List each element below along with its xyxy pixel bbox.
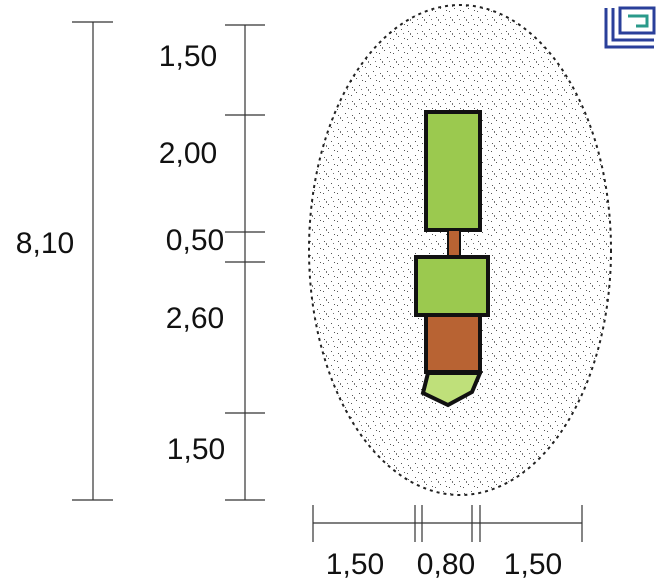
- plant: [414, 110, 490, 408]
- dim-label: 1,50: [504, 548, 562, 581]
- dim-label: 0,50: [166, 224, 224, 257]
- horizontal-dimensions: 1,50 0,80 1,50: [312, 505, 583, 581]
- dim-label: 2,60: [166, 302, 224, 335]
- dim-label: 1,50: [167, 433, 225, 466]
- overall-dimension: 8,10: [16, 21, 113, 501]
- dim-label: 1,50: [159, 40, 217, 73]
- dim-label: 2,00: [159, 137, 217, 170]
- total-label: 8,10: [16, 227, 74, 260]
- dim-label: 1,50: [326, 548, 384, 581]
- dim-label: 0,80: [417, 548, 475, 581]
- logo: [604, 6, 656, 49]
- vertical-dimensions: 1,50 2,00 0,50 2,60 1,50: [159, 24, 265, 501]
